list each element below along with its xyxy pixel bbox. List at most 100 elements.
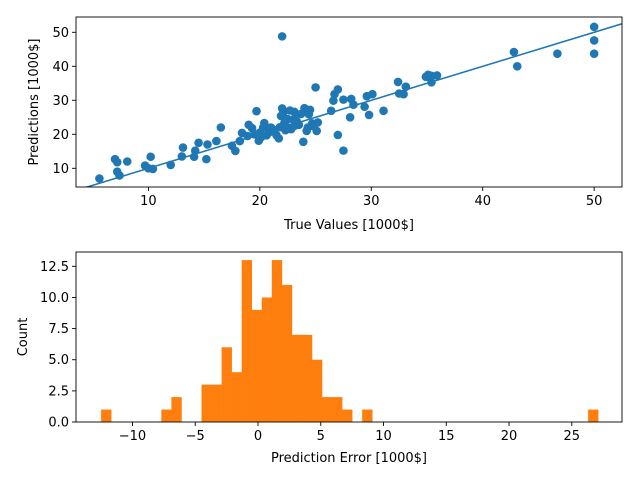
scatter-y-tick-label: 30 xyxy=(52,94,69,109)
scatter-point xyxy=(379,106,388,116)
scatter-point xyxy=(115,171,124,180)
histogram-bar xyxy=(211,384,222,422)
histogram-bar xyxy=(311,359,323,422)
scatter-point xyxy=(194,138,203,148)
scatter-point xyxy=(203,140,212,149)
scatter-point xyxy=(216,123,226,132)
scatter-x-tick-label: 30 xyxy=(363,194,380,209)
scatter-point xyxy=(122,157,132,166)
scatter-point xyxy=(166,160,176,170)
scatter-point xyxy=(339,95,348,104)
histogram-bar xyxy=(261,297,273,422)
histogram-bar xyxy=(101,409,112,422)
scatter-panel: 10 20 30 40 50 10 20 30 40 50 True Values [1000$]… xyxy=(27,16,623,233)
scatter-point xyxy=(177,152,187,161)
histogram-y-tick-label: 5.0 xyxy=(48,353,69,368)
scatter-point xyxy=(364,110,374,120)
scatter-point xyxy=(509,47,519,57)
scatter-point xyxy=(260,118,269,128)
scatter-point xyxy=(178,143,188,152)
scatter-point xyxy=(333,130,343,140)
scatter-y-axis-label: Predictions [1000$] xyxy=(27,39,42,166)
scatter-point xyxy=(313,118,323,127)
histogram-y-tick-label: 0.0 xyxy=(48,416,69,431)
scatter-point xyxy=(112,157,122,167)
scatter-point xyxy=(589,36,599,45)
histogram-bar xyxy=(251,309,263,422)
histogram-x-tick-label: 0 xyxy=(254,429,262,444)
histogram-bar xyxy=(171,397,182,422)
scatter-point xyxy=(368,89,377,99)
scatter-point xyxy=(312,126,321,136)
scatter-point xyxy=(231,146,240,156)
scatter-point xyxy=(401,82,411,91)
scatter-point xyxy=(235,136,245,146)
scatter-point xyxy=(339,146,348,155)
histogram-x-tick-label: 25 xyxy=(564,429,581,444)
scatter-x-tick-label: 50 xyxy=(586,194,603,209)
scatter-point xyxy=(333,85,343,94)
histogram-plot-area xyxy=(76,252,622,422)
scatter-point xyxy=(299,137,308,147)
histogram-bar xyxy=(271,260,283,422)
histogram-bar xyxy=(281,285,293,422)
histogram-panel: −10 −5 0 5 10 15 20 25 0.0 2.5 5.0 7.5 10.0 12.5 Pred… xyxy=(16,251,623,466)
histogram-bar xyxy=(231,372,242,422)
scatter-point xyxy=(190,146,200,155)
scatter-point xyxy=(252,106,261,116)
scatter-y-tick-label: 10 xyxy=(52,162,69,177)
histogram-bar xyxy=(342,409,353,422)
scatter-y-tick-label: 50 xyxy=(52,26,69,41)
scatter-point xyxy=(243,131,252,141)
histogram-y-axis-label: Count xyxy=(16,318,31,357)
scatter-x-tick-label: 10 xyxy=(140,194,157,209)
histogram-x-tick-label: −10 xyxy=(119,429,146,444)
scatter-point xyxy=(95,174,104,183)
histogram-bar xyxy=(291,334,303,422)
scatter-point xyxy=(148,164,158,174)
scatter-point xyxy=(427,77,436,87)
identity-line xyxy=(84,23,622,187)
scatter-point xyxy=(345,113,355,122)
scatter-point xyxy=(311,83,320,92)
scatter-point xyxy=(589,49,599,59)
histogram-y-tick-label: 10.0 xyxy=(40,291,69,306)
scatter-point xyxy=(393,77,403,87)
histogram-marks xyxy=(101,260,599,422)
histogram-axes: −10 −5 0 5 10 15 20 25 0.0 2.5 5.0 7.5 10.0 12.5 xyxy=(40,251,623,444)
scatter-point xyxy=(432,71,442,80)
histogram-bar xyxy=(332,397,343,422)
scatter-point xyxy=(360,102,369,112)
scatter-point xyxy=(278,108,288,117)
histogram-x-axis-label: Prediction Error [1000$] xyxy=(271,451,427,466)
scatter-marks xyxy=(84,22,622,187)
scatter-point xyxy=(399,89,408,99)
histogram-bar xyxy=(322,397,333,422)
histogram-bar xyxy=(241,260,253,422)
histogram-y-tick-label: 2.5 xyxy=(48,384,69,399)
scatter-point xyxy=(202,154,211,164)
scatter-y-tick-label: 20 xyxy=(52,128,69,143)
histogram-axes-frame xyxy=(75,251,623,423)
scatter-point xyxy=(294,120,304,130)
histogram-x-tick-label: 20 xyxy=(501,429,518,444)
histogram-y-tick-label: 12.5 xyxy=(40,260,69,275)
scatter-point xyxy=(146,152,155,162)
scatter-point xyxy=(277,32,287,41)
histogram-bar xyxy=(301,334,313,422)
histogram-x-tick-label: 10 xyxy=(375,429,392,444)
histogram-bar xyxy=(588,409,599,422)
scatter-point xyxy=(212,136,221,146)
scatter-axes-frame xyxy=(75,16,623,188)
scatter-y-tick-label: 40 xyxy=(52,60,69,75)
histogram-y-tick-label: 7.5 xyxy=(48,322,69,337)
scatter-x-axis-label: True Values [1000$] xyxy=(283,218,414,233)
histogram-x-tick-label: 15 xyxy=(438,429,455,444)
histogram-bar xyxy=(201,384,212,422)
histogram-bar xyxy=(161,409,172,422)
scatter-point xyxy=(326,106,336,116)
scatter-point xyxy=(305,105,315,115)
scatter-axes: 10 20 30 40 50 10 20 30 40 50 xyxy=(52,16,623,209)
scatter-x-tick-label: 40 xyxy=(474,194,491,209)
